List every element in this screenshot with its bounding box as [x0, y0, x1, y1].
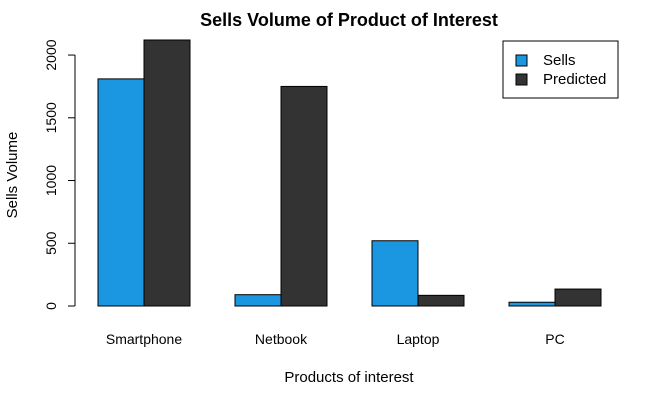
bar-predicted-laptop	[417, 294, 465, 307]
y-axis: 0 500 1000 1500 2000	[43, 39, 76, 310]
y-tick-label: 1500	[43, 102, 59, 133]
y-tick-label: 0	[43, 302, 59, 310]
bar-predicted-pc	[554, 288, 602, 307]
legend-box	[502, 40, 619, 99]
bar-sells-netbook	[234, 294, 282, 307]
y-axis-title: Sells Volume	[4, 132, 21, 219]
bar-sells-pc	[508, 301, 556, 307]
legend-swatch-predicted	[515, 73, 528, 86]
y-tick-label: 2000	[43, 39, 59, 70]
x-axis-labels: Smartphone Netbook Laptop PC	[106, 331, 565, 347]
bar-sells-laptop	[371, 240, 419, 307]
legend-label-predicted: Predicted	[543, 71, 606, 88]
legend-label-sells: Sells	[543, 52, 576, 69]
x-tick-label: Laptop	[397, 331, 440, 347]
x-axis-title: Products of interest	[284, 369, 414, 386]
y-tick-label: 500	[43, 231, 59, 255]
y-tick-label: 1000	[43, 165, 59, 196]
bar-predicted-netbook	[280, 85, 328, 307]
legend-swatch-sells	[515, 54, 528, 67]
bars	[97, 39, 602, 307]
legend: Sells Predicted	[502, 40, 619, 99]
bar-predicted-smartphone	[143, 39, 191, 307]
x-tick-label: Netbook	[255, 331, 308, 347]
chart-title: Sells Volume of Product of Interest	[200, 10, 498, 30]
bar-sells-smartphone	[97, 78, 145, 307]
x-tick-label: PC	[545, 331, 564, 347]
x-tick-label: Smartphone	[106, 331, 182, 347]
